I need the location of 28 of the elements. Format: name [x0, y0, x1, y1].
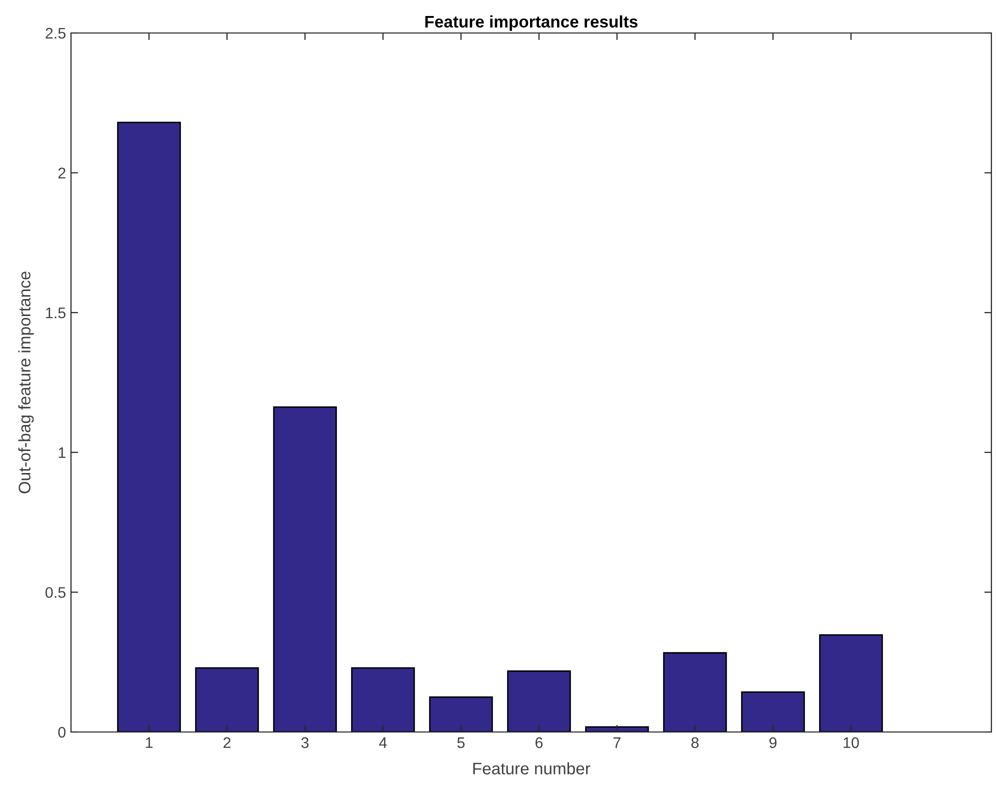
y-tick-label: 1	[58, 447, 66, 458]
y-tick-label: 2	[58, 168, 66, 178]
x-tick-label: 10	[844, 737, 859, 748]
bar	[195, 667, 259, 732]
x-axis-title: Feature number	[473, 762, 590, 774]
y-axis-title: Out-of-bag feature importance	[18, 272, 34, 494]
bar	[741, 691, 805, 732]
bar	[663, 652, 727, 732]
bar	[117, 122, 181, 732]
x-tick-label: 4	[379, 737, 387, 748]
bar	[429, 696, 493, 732]
x-tick-label: 3	[301, 737, 309, 748]
bar	[819, 634, 883, 732]
y-tick-label: 1.5	[46, 308, 66, 318]
chart-title: Feature importance results	[425, 15, 638, 31]
x-tick-label: 7	[614, 737, 620, 748]
x-tick-label: 5	[457, 737, 465, 748]
x-tick-label: 2	[224, 737, 230, 748]
x-tick-label: 1	[146, 737, 153, 748]
x-tick-label: 6	[536, 737, 543, 748]
bar	[507, 670, 571, 732]
y-tick-label: 2.5	[46, 28, 66, 39]
bar	[351, 667, 415, 732]
bar	[273, 406, 337, 732]
x-tick-label: 9	[769, 737, 777, 748]
y-tick-label: 0	[58, 726, 66, 738]
x-tick-label: 8	[691, 737, 699, 748]
y-tick-label: 0.5	[46, 587, 66, 598]
